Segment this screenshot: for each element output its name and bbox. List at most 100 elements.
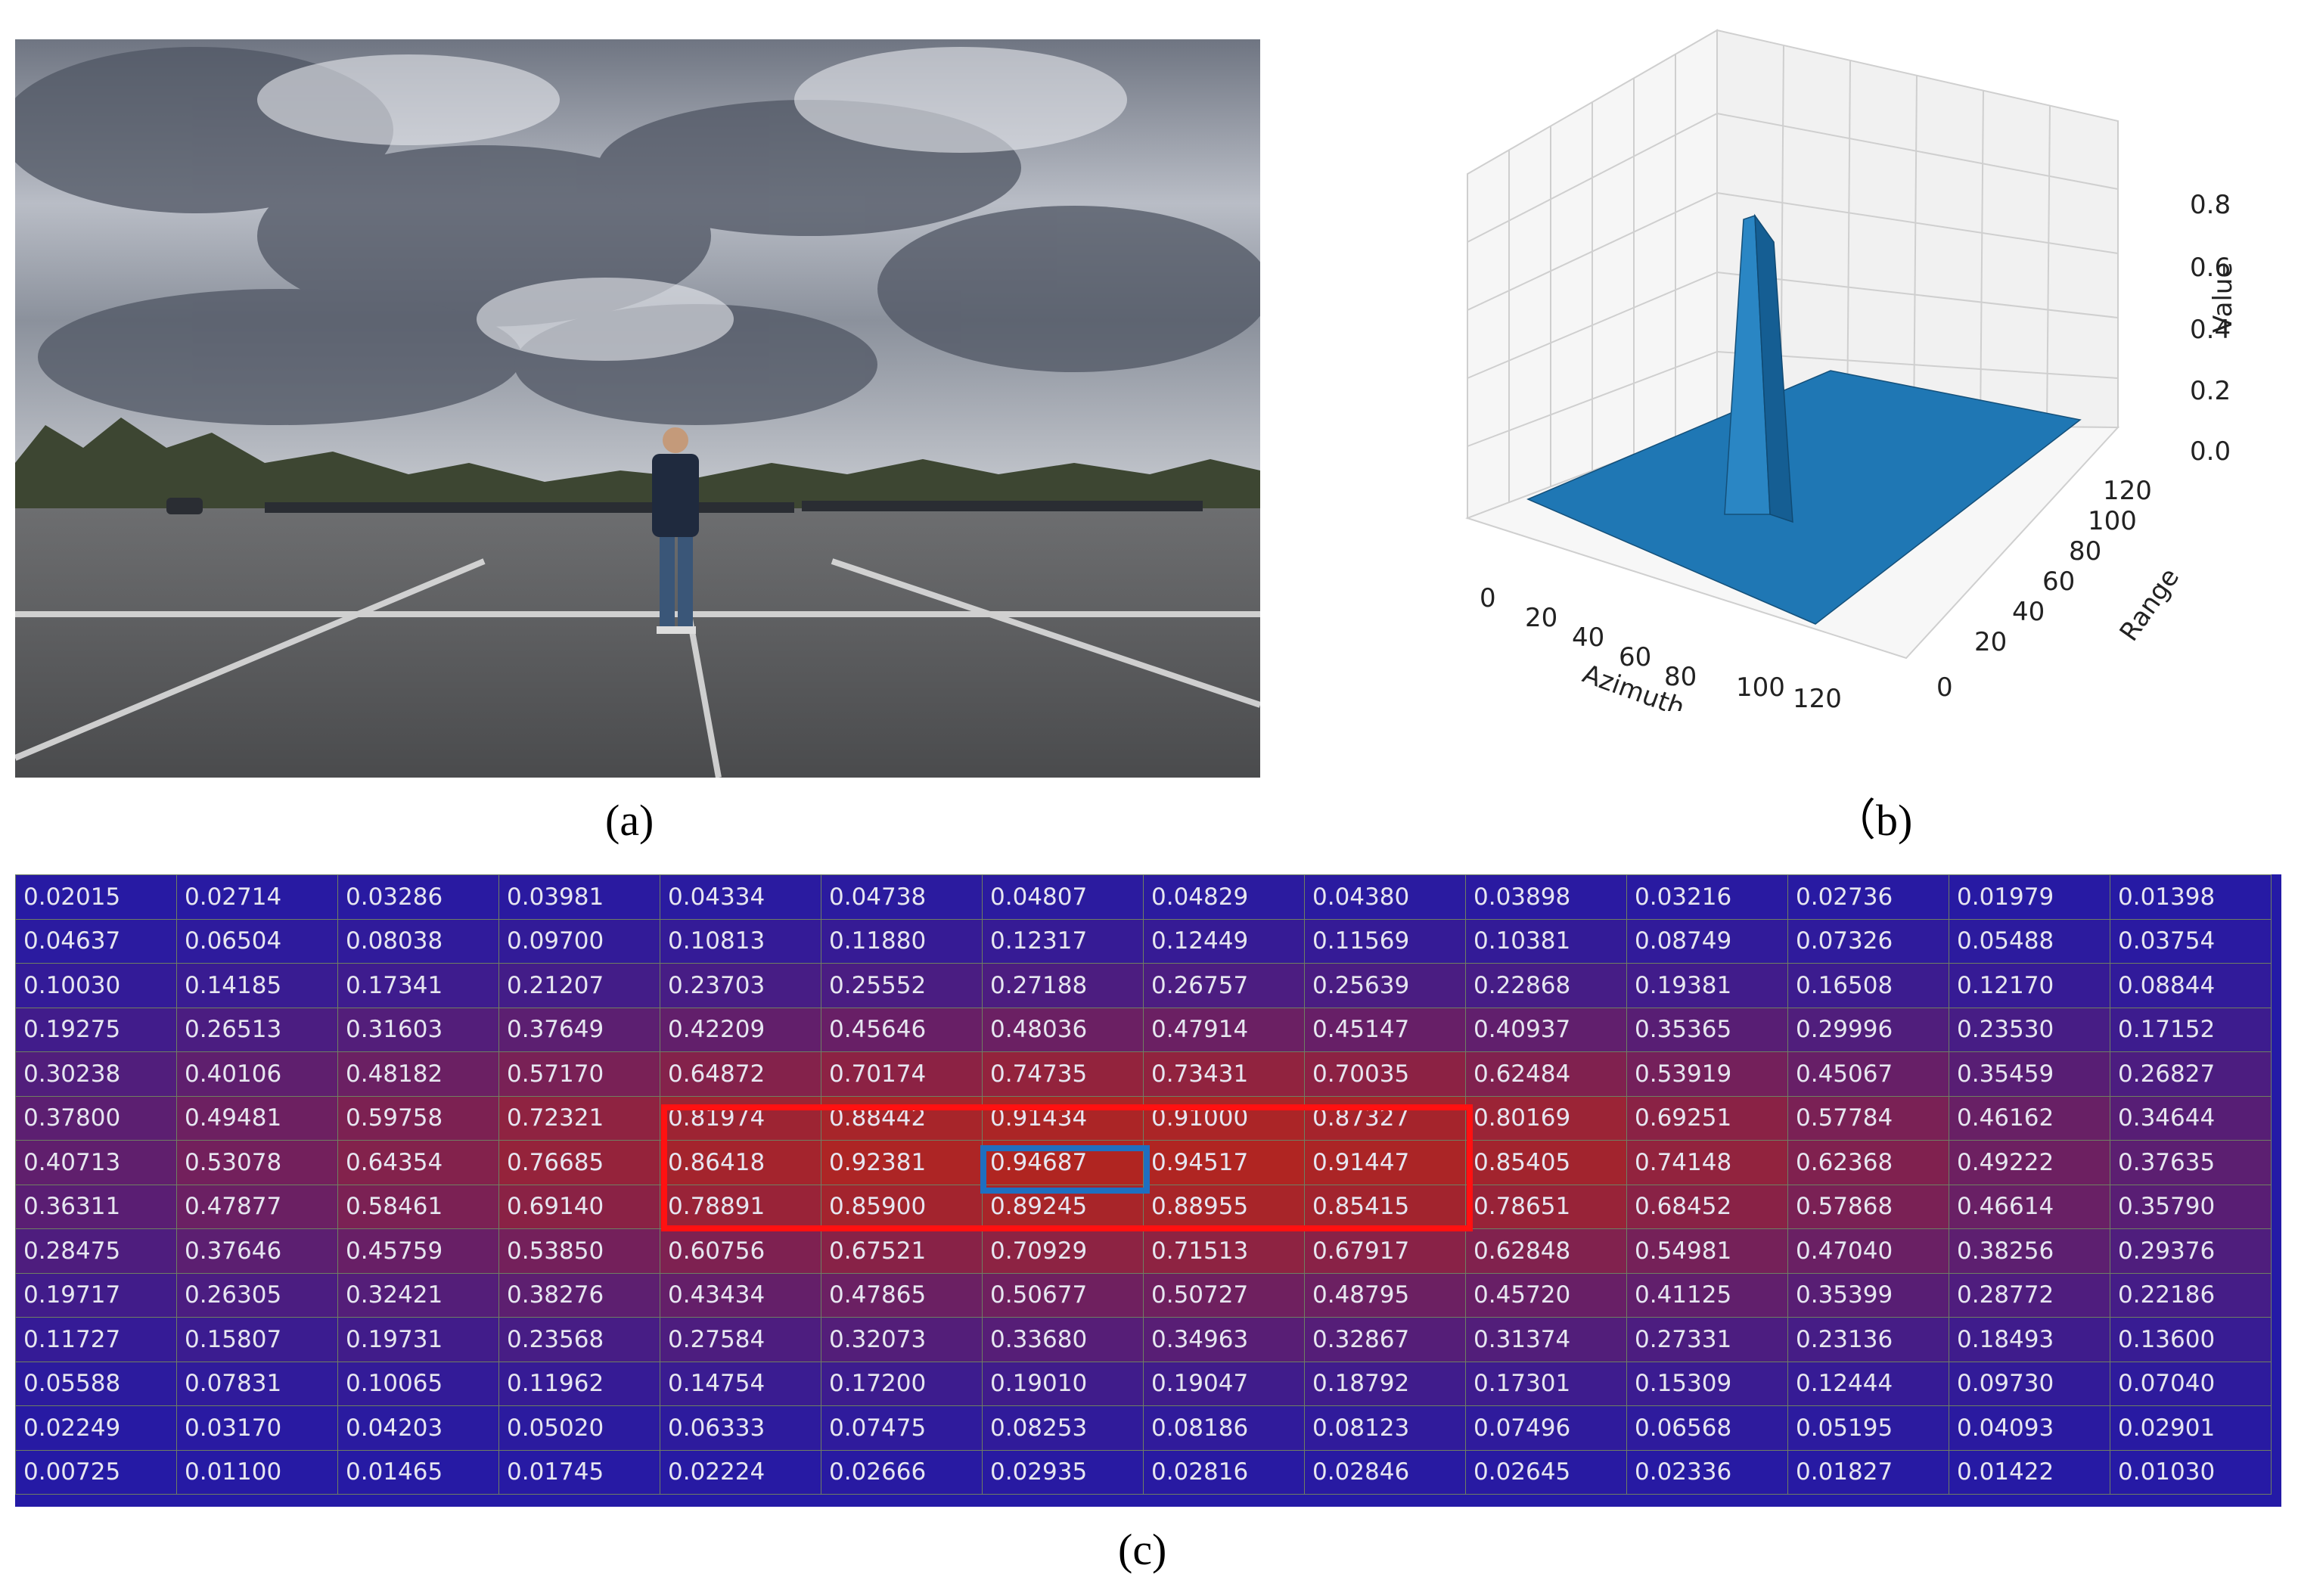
peak-region-highlight xyxy=(661,1104,1473,1231)
heatmap-cell: 0.45720 xyxy=(1465,1272,1627,1318)
heatmap-cell: 0.88955 xyxy=(1143,1184,1305,1229)
heatmap-cell: 0.85405 xyxy=(1465,1140,1627,1185)
heatmap-cell: 0.01398 xyxy=(2110,874,2272,920)
heatmap-cell: 0.57170 xyxy=(498,1051,660,1097)
heatmap-cell: 0.35790 xyxy=(2110,1184,2272,1229)
heatmap-cell: 0.91447 xyxy=(1304,1140,1466,1185)
heatmap-cell: 0.53078 xyxy=(176,1140,338,1185)
z-tick: 0.8 xyxy=(2190,190,2231,220)
heatmap-cell: 0.02224 xyxy=(660,1449,821,1495)
heatmap-cell: 0.12444 xyxy=(1787,1361,1949,1406)
heatmap-cell: 0.53850 xyxy=(498,1228,660,1274)
heatmap-cell: 0.49481 xyxy=(176,1095,338,1141)
heatmap-cell: 0.26305 xyxy=(176,1272,338,1318)
heatmap-cell: 0.25639 xyxy=(1304,963,1466,1008)
heatmap-cell: 0.18792 xyxy=(1304,1361,1466,1406)
heatmap-cell: 0.23568 xyxy=(498,1317,660,1362)
y-tick: 80 xyxy=(2069,536,2101,567)
x-tick: 120 xyxy=(1793,684,1842,711)
heatmap-cell: 0.16508 xyxy=(1787,963,1949,1008)
x-tick: 80 xyxy=(1664,662,1697,692)
table-row: 0.10030 0.14185 0.17341 0.21207 0.23703 0.255… xyxy=(15,963,2272,1008)
heatmap-cell: 0.28772 xyxy=(1949,1272,2110,1318)
heatmap-cell: 0.13600 xyxy=(2110,1317,2272,1362)
heatmap-cell: 0.69251 xyxy=(1626,1095,1788,1141)
table-row: 0.19717 0.26305 0.32421 0.38276 0.43434 0.478… xyxy=(15,1272,2272,1318)
parking-lot-photo xyxy=(15,39,1260,778)
heatmap-cell: 0.71513 xyxy=(1143,1228,1305,1274)
heatmap-cell: 0.03981 xyxy=(498,874,660,920)
heatmap-cell: 0.88442 xyxy=(821,1095,983,1141)
heatmap-cell: 0.18493 xyxy=(1949,1317,2110,1362)
heatmap-cell: 0.62484 xyxy=(1465,1051,1627,1097)
heatmap-cell: 0.01422 xyxy=(1949,1449,2110,1495)
x-tick: 20 xyxy=(1525,603,1557,633)
z-axis-label: Value xyxy=(2208,262,2238,333)
heatmap-cell: 0.23530 xyxy=(1949,1007,2110,1052)
heatmap-table: 0.02015 0.02714 0.03286 0.03981 0.04334 0.047… xyxy=(15,874,2272,1495)
heatmap-cell: 0.49222 xyxy=(1949,1140,2110,1185)
heatmap-cell: 0.74148 xyxy=(1626,1140,1788,1185)
heatmap-cell: 0.27188 xyxy=(982,963,1144,1008)
z-tick: 0.4 xyxy=(2190,315,2231,345)
heatmap-cell: 0.19381 xyxy=(1626,963,1788,1008)
heatmap-cell: 0.10813 xyxy=(660,918,821,964)
table-row: 0.00725 0.01100 0.01465 0.01745 0.02224 0.026… xyxy=(15,1449,2272,1495)
heatmap-cell: 0.12449 xyxy=(1143,918,1305,964)
heatmap-cell: 0.04637 xyxy=(15,918,177,964)
heatmap-cell: 0.08749 xyxy=(1626,918,1788,964)
heatmap-cell: 0.27331 xyxy=(1626,1317,1788,1362)
heatmap-cell: 0.02336 xyxy=(1626,1449,1788,1495)
heatmap-cell: 0.40106 xyxy=(176,1051,338,1097)
heatmap-cell: 0.04203 xyxy=(337,1405,499,1451)
heatmap-cell: 0.54981 xyxy=(1626,1228,1788,1274)
heatmap-cell: 0.31374 xyxy=(1465,1317,1627,1362)
heatmap-cell: 0.57868 xyxy=(1787,1184,1949,1229)
y-tick: 60 xyxy=(2042,567,2075,597)
heatmap-cell: 0.26513 xyxy=(176,1007,338,1052)
heatmap-cell: 0.32073 xyxy=(821,1317,983,1362)
heatmap-cell: 0.38276 xyxy=(498,1272,660,1318)
heatmap-cell: 0.72321 xyxy=(498,1095,660,1141)
heatmap-cell: 0.11569 xyxy=(1304,918,1466,964)
heatmap-cell: 0.53919 xyxy=(1626,1051,1788,1097)
heatmap-cell: 0.47865 xyxy=(821,1272,983,1318)
heatmap-cell: 0.17341 xyxy=(337,963,499,1008)
table-row: 0.37800 0.49481 0.59758 0.72321 0.81974 0.884… xyxy=(15,1095,2272,1141)
heatmap-cell: 0.04093 xyxy=(1949,1405,2110,1451)
heatmap-cell: 0.08253 xyxy=(982,1405,1144,1451)
heatmap-cell: 0.85900 xyxy=(821,1184,983,1229)
heatmap-cell: 0.06568 xyxy=(1626,1405,1788,1451)
heatmap-cell: 0.03170 xyxy=(176,1405,338,1451)
heatmap-cell: 0.91000 xyxy=(1143,1095,1305,1141)
heatmap-cell: 0.70929 xyxy=(982,1228,1144,1274)
heatmap-cell: 0.40937 xyxy=(1465,1007,1627,1052)
x-tick: 0 xyxy=(1480,583,1496,613)
heatmap-cell: 0.64354 xyxy=(337,1140,499,1185)
heatmap-cell: 0.60756 xyxy=(660,1228,821,1274)
heatmap-cell: 0.02249 xyxy=(15,1405,177,1451)
heatmap-cell: 0.41125 xyxy=(1626,1272,1788,1318)
heatmap-cell: 0.47040 xyxy=(1787,1228,1949,1274)
table-row: 0.05588 0.07831 0.10065 0.11962 0.14754 0.172… xyxy=(15,1361,2272,1406)
heatmap-cell: 0.02901 xyxy=(2110,1405,2272,1451)
heatmap-cell: 0.03216 xyxy=(1626,874,1788,920)
heatmap-cell: 0.35365 xyxy=(1626,1007,1788,1052)
heatmap-cell: 0.47914 xyxy=(1143,1007,1305,1052)
heatmap-cell: 0.04807 xyxy=(982,874,1144,920)
heatmap-cell: 0.14754 xyxy=(660,1361,821,1406)
heatmap-cell: 0.01465 xyxy=(337,1449,499,1495)
heatmap-cell: 0.32867 xyxy=(1304,1317,1466,1362)
heatmap-cell: 0.85415 xyxy=(1304,1184,1466,1229)
heatmap-cell: 0.37800 xyxy=(15,1095,177,1141)
table-row: 0.11727 0.15807 0.19731 0.23568 0.27584 0.320… xyxy=(15,1317,2272,1362)
heatmap-cell: 0.11727 xyxy=(15,1317,177,1362)
heatmap-cell: 0.10381 xyxy=(1465,918,1627,964)
heatmap-cell: 0.17200 xyxy=(821,1361,983,1406)
peak-cell-highlight xyxy=(980,1145,1150,1194)
heatmap-cell: 0.01979 xyxy=(1949,874,2110,920)
heatmap-cell: 0.08186 xyxy=(1143,1405,1305,1451)
heatmap-cell: 0.19731 xyxy=(337,1317,499,1362)
heatmap-cell: 0.26827 xyxy=(2110,1051,2272,1097)
heatmap-cell: 0.19717 xyxy=(15,1272,177,1318)
